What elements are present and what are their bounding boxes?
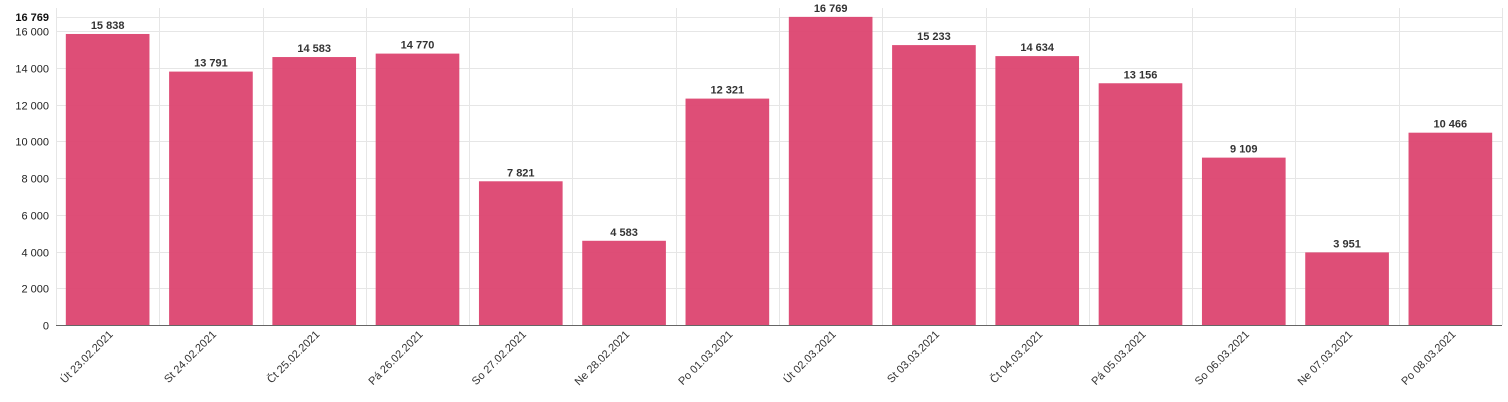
y-tick-label: 0 <box>43 321 49 333</box>
x-tick-label: Ne 07.03.2021 <box>1296 329 1356 389</box>
x-tick-label: Ne 28.02.2021 <box>573 329 633 389</box>
y-tick-label: 4 000 <box>21 248 49 260</box>
bar[interactable] <box>375 53 460 325</box>
bar[interactable] <box>582 240 666 325</box>
x-tick-label: Pá 26.02.2021 <box>367 329 426 388</box>
y-tick-label: 10 000 <box>15 137 49 149</box>
bar[interactable] <box>478 181 563 325</box>
bar[interactable] <box>995 56 1080 325</box>
bar-value-label: 13 156 <box>1124 69 1158 81</box>
bar-value-label: 14 583 <box>297 43 331 55</box>
y-axis-max-label: 16 769 <box>15 12 49 24</box>
x-tick-label: Pá 05.03.2021 <box>1090 329 1149 388</box>
x-tick-label: Čt 25.02.2021 <box>264 328 322 386</box>
bar-value-label: 4 583 <box>610 227 638 239</box>
bar-value-label: 16 769 <box>814 3 848 15</box>
y-tick-label: 16 000 <box>15 27 49 39</box>
bar[interactable] <box>169 71 253 325</box>
bar[interactable] <box>272 57 357 325</box>
bar[interactable] <box>1305 252 1389 325</box>
x-tick-label: St 24.02.2021 <box>162 329 219 386</box>
bar-value-label: 13 791 <box>194 58 228 70</box>
bar-value-label: 3 951 <box>1333 238 1361 250</box>
bar[interactable] <box>65 33 150 326</box>
bar[interactable] <box>1201 157 1286 325</box>
bar[interactable] <box>892 45 976 325</box>
y-axis-ticks: 0 2 000 4 000 6 000 8 000 10 000 12 000 14 000 1… <box>15 27 49 333</box>
bar[interactable] <box>1408 132 1493 325</box>
x-tick-label: Po 08.03.2021 <box>1399 329 1458 388</box>
bar-value-labels: 15 838 13 791 14 583 14 770 7 821 4 583 12 321… <box>91 3 1467 251</box>
y-tick-label: 2 000 <box>21 284 49 296</box>
x-tick-label: So 06.03.2021 <box>1193 329 1252 388</box>
bar-value-label: 10 466 <box>1434 119 1468 131</box>
bar-value-label: 7 821 <box>507 167 535 179</box>
y-tick-label: 12 000 <box>15 101 49 113</box>
x-tick-label: Čt 04.03.2021 <box>987 328 1045 386</box>
x-axis-ticks: Út 23.02.2021 St 24.02.2021 Čt 25.02.2021 P… <box>58 328 1459 388</box>
x-tick-label: So 27.02.2021 <box>470 329 529 388</box>
y-tick-label: 14 000 <box>15 64 49 76</box>
bar-value-label: 15 838 <box>91 20 125 32</box>
x-tick-label: Po 01.03.2021 <box>676 329 735 388</box>
bar[interactable] <box>685 98 770 325</box>
bar-value-label: 15 233 <box>917 31 951 43</box>
x-tick-label: St 03.03.2021 <box>885 329 942 386</box>
x-tick-label: Út 23.02.2021 <box>58 328 116 386</box>
bar[interactable] <box>788 16 873 325</box>
bar-value-label: 12 321 <box>711 85 745 97</box>
y-tick-label: 8 000 <box>21 174 49 186</box>
bars <box>65 16 1493 326</box>
bar-value-label: 14 634 <box>1020 42 1055 54</box>
bar[interactable] <box>1098 83 1183 325</box>
bar-value-label: 14 770 <box>401 40 435 52</box>
bar-value-label: 9 109 <box>1230 144 1258 156</box>
x-tick-label: Út 02.03.2021 <box>781 328 839 386</box>
y-tick-label: 6 000 <box>21 211 49 223</box>
